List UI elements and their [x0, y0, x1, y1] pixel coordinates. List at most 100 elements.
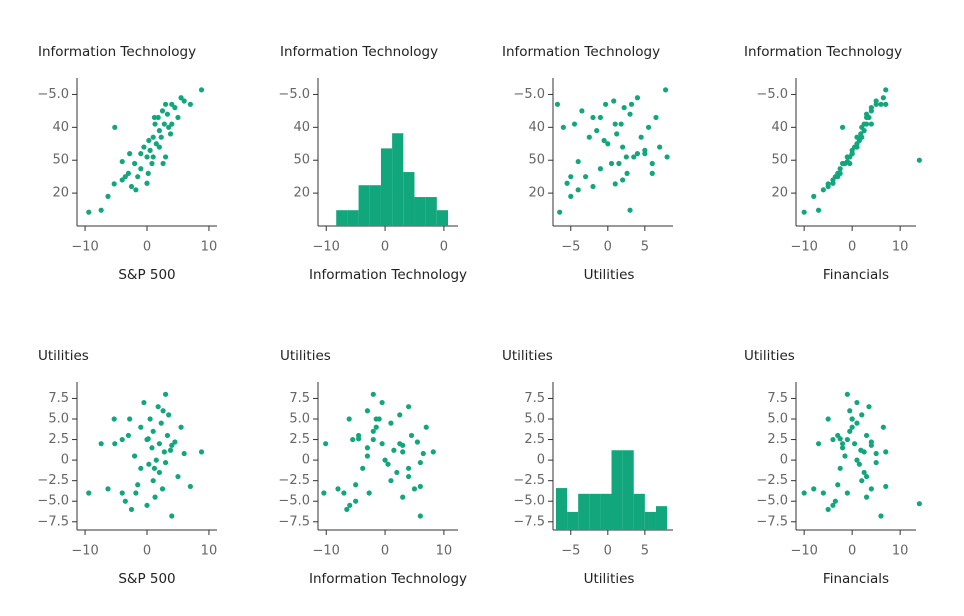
point [628, 101, 635, 107]
x-tick-label: −10 [313, 240, 340, 255]
y-tick-label: −5.0 [756, 494, 788, 509]
point [564, 180, 570, 186]
point [868, 486, 874, 492]
y-tick-label: 7.5 [524, 391, 545, 406]
point [411, 486, 418, 492]
point [621, 105, 627, 111]
x-tick-label: 0 [143, 544, 151, 559]
subplot: Utilities S&P 500 7.5 5.0 2.5 0 −2.5 −5.0 −7.5−1… [37, 348, 217, 587]
point [634, 95, 641, 101]
subplot-title: Information Technology [502, 44, 660, 60]
point [844, 436, 850, 443]
point [86, 209, 92, 215]
point [133, 490, 139, 496]
point [854, 134, 860, 140]
x-axis-label: Financials [823, 267, 889, 283]
y-tick-label: 7.5 [48, 391, 69, 406]
subplot-title: Information Technology [280, 44, 438, 60]
x-tick-label: −10 [71, 240, 98, 255]
point [801, 490, 807, 496]
subplot-title: Information Technology [744, 44, 902, 60]
point [122, 498, 128, 504]
x-tick-label: 5 [641, 544, 649, 559]
point [379, 441, 385, 447]
x-tick-label: 0 [604, 240, 612, 255]
subplot: Information Technology Information Techno… [278, 44, 467, 283]
point [847, 408, 853, 414]
point [138, 424, 144, 430]
point [153, 457, 159, 463]
point [863, 114, 870, 121]
point [162, 459, 169, 466]
histogram-bar [555, 488, 568, 530]
point [638, 134, 644, 140]
point [880, 95, 886, 101]
point [149, 160, 155, 167]
histogram-bar [622, 450, 634, 530]
point [350, 436, 356, 443]
point [172, 105, 178, 111]
point [105, 193, 111, 199]
point [111, 416, 117, 422]
point [878, 513, 884, 519]
point [159, 108, 166, 114]
point [175, 114, 181, 121]
y-tick-label: 0 [302, 453, 310, 468]
point [825, 183, 831, 190]
y-tick-label: −5.0 [756, 87, 788, 102]
y-tick-label: 50 [771, 153, 788, 168]
subplot-title: Utilities [280, 348, 331, 364]
point [344, 506, 350, 513]
y-tick-label: 50 [293, 153, 310, 168]
point [138, 166, 144, 172]
point [849, 151, 855, 157]
point [153, 141, 159, 147]
point [146, 461, 152, 467]
y-tick-label: −2.5 [756, 473, 788, 488]
point [105, 486, 111, 492]
point [382, 457, 388, 463]
histogram-bar [347, 210, 359, 226]
point [844, 391, 850, 397]
point [388, 478, 394, 484]
point [119, 158, 125, 165]
x-tick-label: 0 [604, 544, 612, 559]
point [156, 128, 162, 134]
point [162, 391, 169, 397]
point [127, 416, 133, 422]
point [187, 483, 193, 490]
point [842, 453, 848, 459]
histogram-bar [336, 210, 348, 226]
point [612, 121, 618, 127]
point [916, 501, 922, 507]
y-tick-label: 2.5 [48, 432, 69, 447]
y-tick-label: 2.5 [524, 432, 545, 447]
point [620, 177, 626, 183]
x-axis-label: Utilities [584, 267, 635, 283]
subplot: Utilities Financials 7.5 5.0 2.5 0 −2.5 −5.0 −7.… [744, 348, 922, 587]
point [323, 441, 329, 447]
point [590, 114, 596, 121]
point [122, 174, 128, 180]
subplot-title: Utilities [38, 348, 89, 364]
histogram-bar [655, 506, 668, 530]
point [627, 111, 633, 117]
point [127, 151, 133, 157]
y-tick-label: −7.5 [513, 514, 545, 529]
x-axis-label: S&P 500 [118, 571, 175, 587]
y-tick-label: −5.0 [37, 494, 69, 509]
point [166, 412, 172, 418]
y-tick-label: 40 [293, 120, 310, 135]
x-tick-label: 10 [201, 240, 218, 255]
point [150, 478, 156, 484]
point [164, 432, 171, 439]
point [653, 114, 659, 121]
point [119, 490, 125, 496]
point [624, 170, 630, 176]
x-tick-label: −10 [71, 544, 98, 559]
x-tick-label: 0 [143, 240, 151, 255]
point [837, 170, 843, 176]
point [181, 98, 187, 104]
point [575, 158, 581, 165]
point [618, 121, 624, 127]
